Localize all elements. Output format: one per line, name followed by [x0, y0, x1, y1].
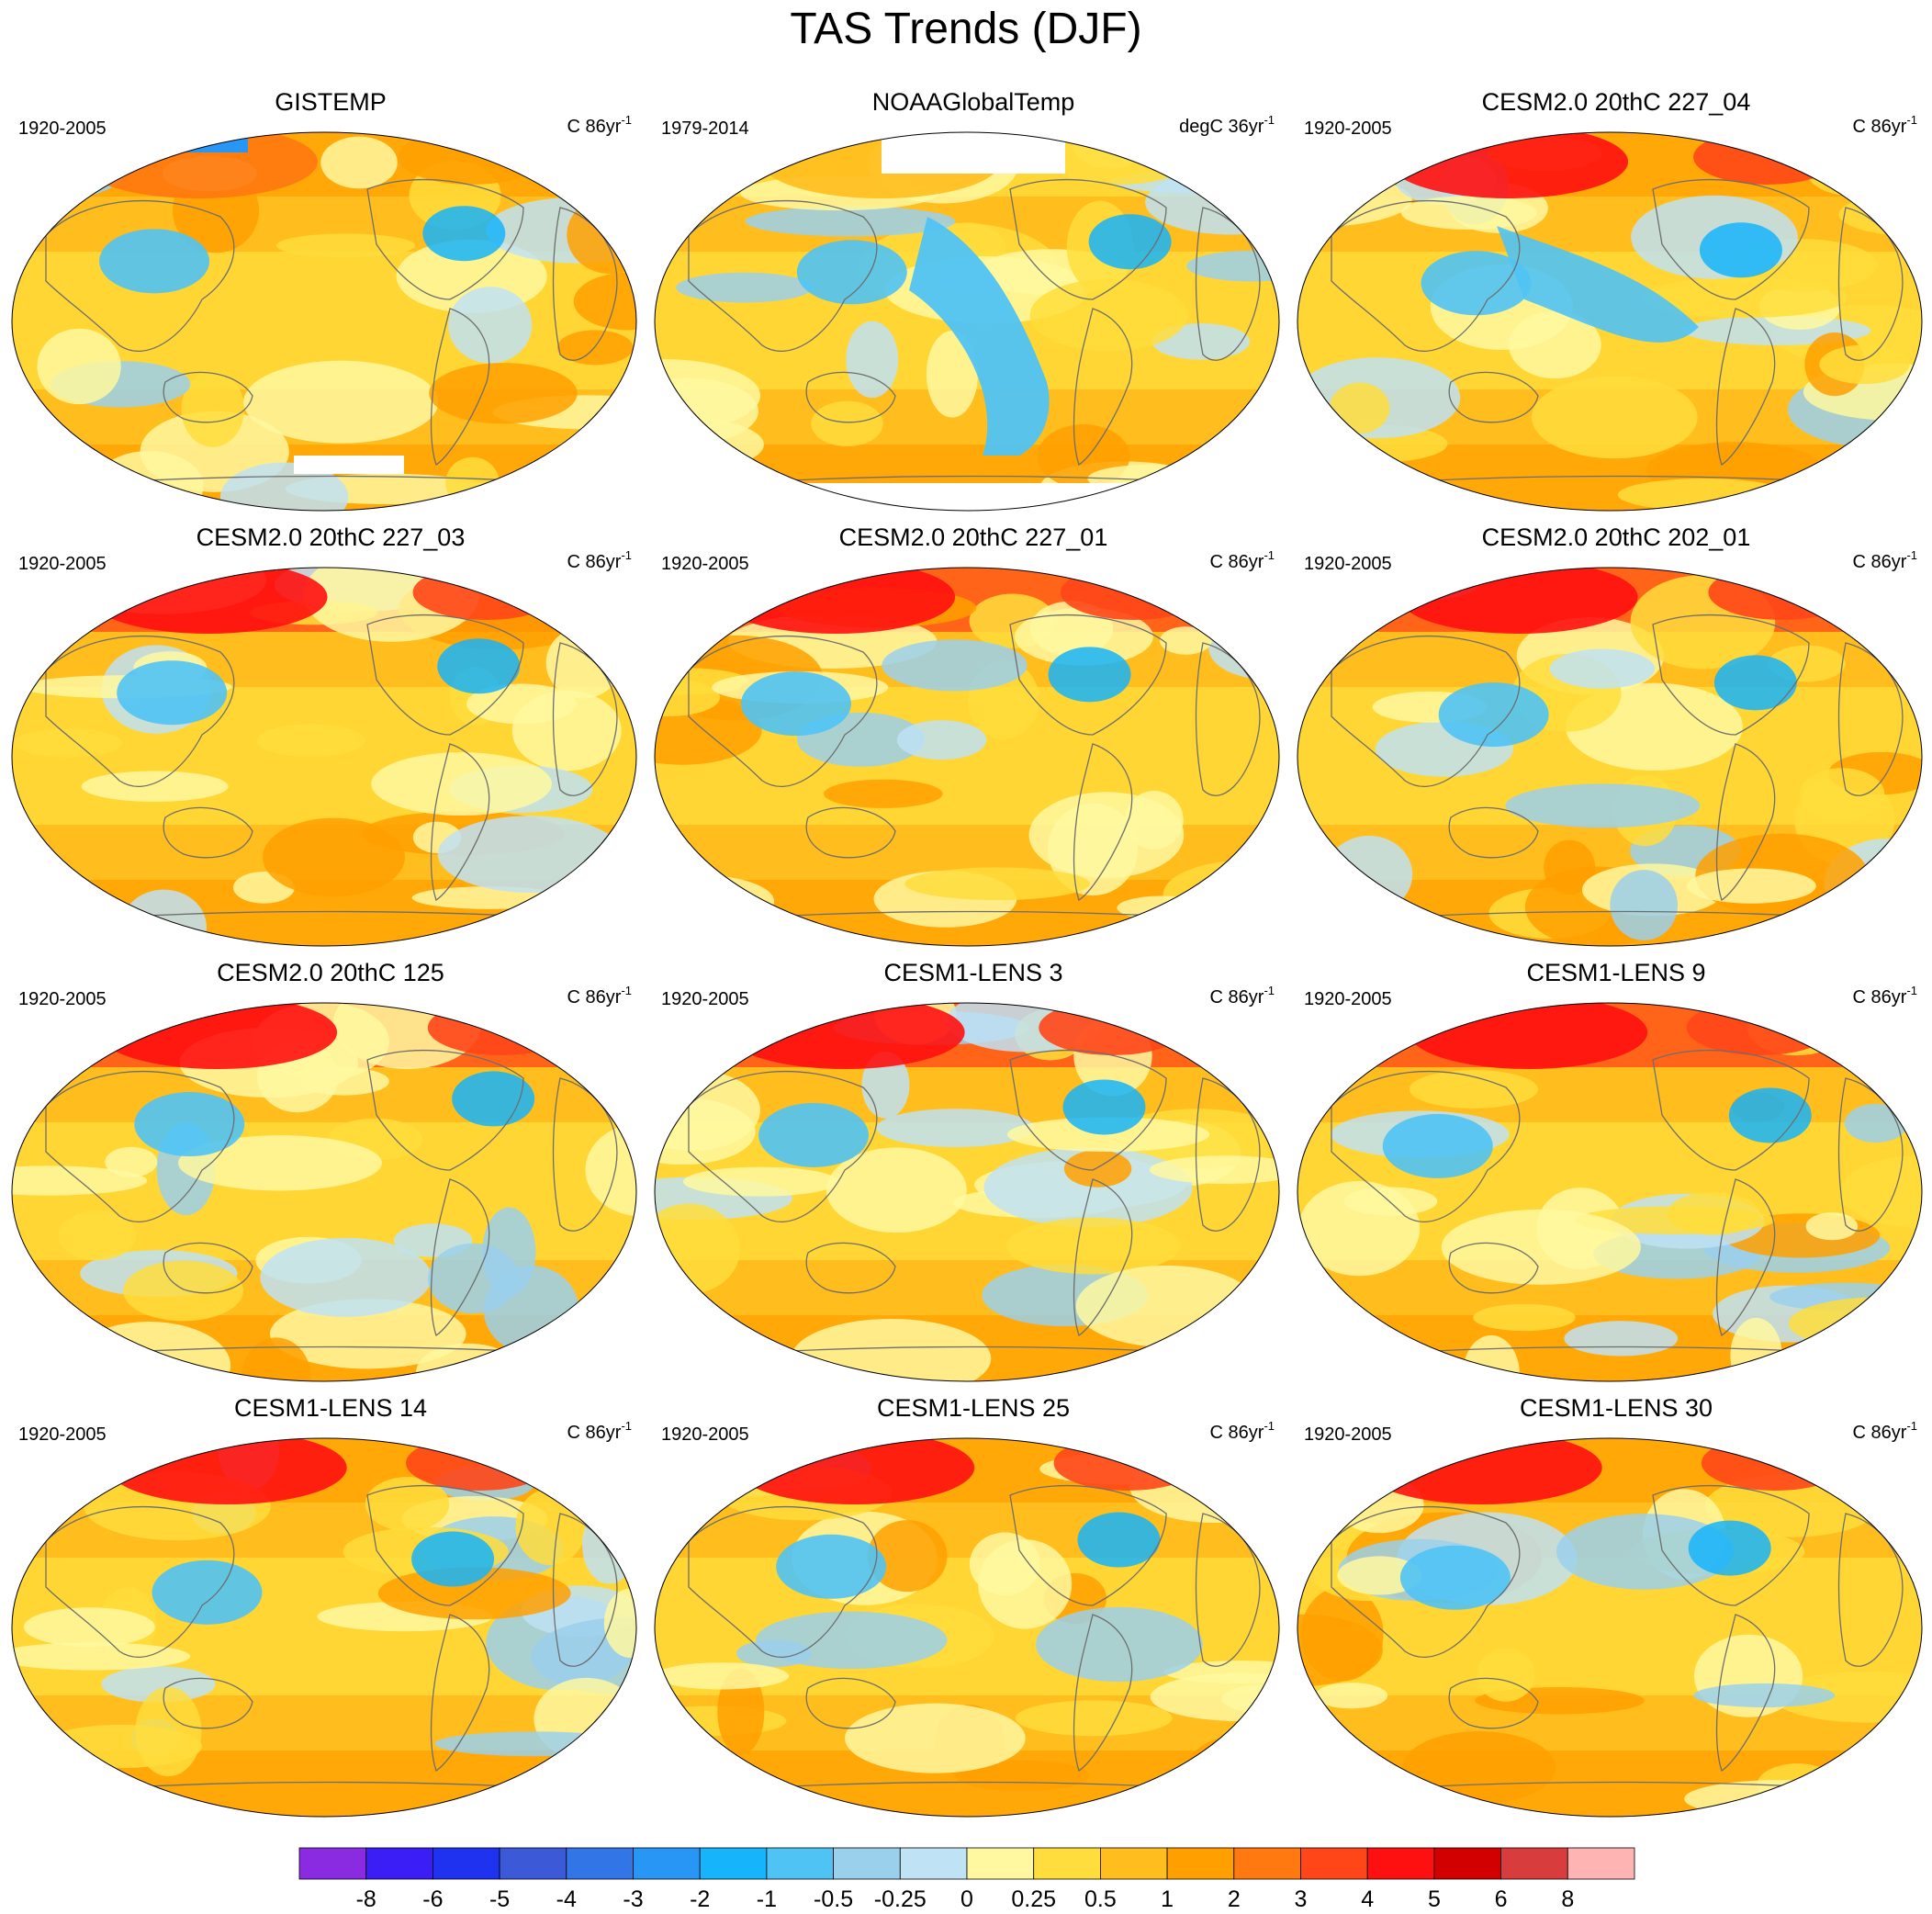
- figure-title: TAS Trends (DJF): [790, 5, 1142, 53]
- map-panel: GISTEMP 1920-2005 C 86yr-1: [9, 88, 652, 520]
- map-plot: [1297, 1002, 1923, 1382]
- map-panel: CESM2.0 20thC 125 1920-2005 C 86yr-1: [9, 959, 652, 1390]
- map-panel: CESM1-LENS 14 1920-2005 C 86yr-1: [9, 1394, 652, 1826]
- panel-units-text: C 86yr: [1852, 552, 1907, 572]
- panel-units: C 86yr-1: [567, 113, 632, 138]
- panel-period: 1920-2005: [18, 118, 107, 139]
- panel-units-text: C 86yr: [1852, 1423, 1907, 1443]
- panel-units-exponent: -1: [1906, 1419, 1917, 1433]
- panel-units-exponent: -1: [1906, 984, 1917, 997]
- panel-units-text: C 86yr: [1209, 552, 1264, 572]
- map-panel: CESM1-LENS 9 1920-2005 C 86yr-1: [1295, 959, 1932, 1390]
- panel-period: 1920-2005: [1304, 989, 1392, 1009]
- map-plot: [1297, 131, 1923, 512]
- panel-title: GISTEMP: [275, 88, 387, 116]
- panel-units-text: C 86yr: [1852, 117, 1907, 137]
- panel-units-text: C 86yr: [567, 117, 622, 137]
- panel-units: C 86yr-1: [1852, 984, 1917, 1008]
- map-panel: CESM2.0 20thC 227_04 1920-2005 C 86yr-1: [1295, 88, 1932, 520]
- map-panel: CESM2.0 20thC 202_01 1920-2005 C 86yr-1: [1295, 524, 1932, 955]
- panel-units-text: C 86yr: [1209, 1423, 1264, 1443]
- map-plot: [654, 567, 1280, 947]
- panel-units: C 86yr-1: [1209, 1419, 1275, 1444]
- panel-units-text: degC 36yr: [1179, 117, 1264, 137]
- panel-period: 1920-2005: [18, 1424, 107, 1445]
- panel-title: CESM1-LENS 3: [883, 959, 1063, 986]
- map-panel: CESM1-LENS 3 1920-2005 C 86yr-1: [652, 959, 1295, 1390]
- panel-units-exponent: -1: [621, 1419, 632, 1433]
- panel-units: C 86yr-1: [1209, 548, 1275, 573]
- panel-units: C 86yr-1: [1852, 1419, 1917, 1444]
- panel-title: CESM1-LENS 9: [1526, 959, 1706, 986]
- map-plot: [11, 131, 637, 512]
- panel-units: C 86yr-1: [1209, 984, 1275, 1008]
- panel-title: CESM1-LENS 14: [233, 1394, 428, 1422]
- panel-units-exponent: -1: [621, 548, 632, 562]
- map-plot: [11, 567, 637, 947]
- panel-period: 1920-2005: [661, 554, 749, 574]
- panel-units-text: C 86yr: [567, 1423, 622, 1443]
- panel-period: 1920-2005: [661, 1424, 749, 1445]
- panel-units-exponent: -1: [1264, 1419, 1275, 1433]
- panel-period: 1920-2005: [1304, 118, 1392, 139]
- panel-title: CESM1-LENS 30: [1519, 1394, 1713, 1422]
- panel-units-text: C 86yr: [567, 552, 622, 572]
- map-plot: [654, 1002, 1280, 1382]
- panel-units-exponent: -1: [621, 984, 632, 997]
- panel-units-text: C 86yr: [567, 987, 622, 1008]
- panel-units: degC 36yr-1: [1179, 113, 1275, 138]
- panel-title: CESM1-LENS 25: [876, 1394, 1071, 1422]
- panel-units: C 86yr-1: [567, 984, 632, 1008]
- panel-units: C 86yr-1: [1852, 548, 1917, 573]
- map-plot: [11, 1002, 637, 1382]
- panel-title: CESM2.0 20thC 227_01: [838, 524, 1108, 551]
- map-plot: [654, 1437, 1280, 1818]
- panel-units-exponent: -1: [1264, 113, 1275, 127]
- map-plot: [11, 1437, 637, 1818]
- panel-units-text: C 86yr: [1852, 987, 1907, 1008]
- panel-units-exponent: -1: [621, 113, 632, 127]
- panel-title: CESM2.0 20thC 227_04: [1481, 88, 1751, 116]
- panel-units: C 86yr-1: [567, 548, 632, 573]
- panel-units-exponent: -1: [1264, 548, 1275, 562]
- map-panel: CESM2.0 20thC 227_03 1920-2005 C 86yr-1: [9, 524, 652, 955]
- panel-period: 1920-2005: [661, 989, 749, 1009]
- map-panel: CESM2.0 20thC 227_01 1920-2005 C 86yr-1: [652, 524, 1295, 955]
- panel-title: CESM2.0 20thC 202_01: [1481, 524, 1751, 551]
- map-plot: [654, 131, 1280, 512]
- panel-units-text: C 86yr: [1209, 987, 1264, 1008]
- map-plot: [1297, 1437, 1923, 1818]
- panel-title: CESM2.0 20thC 125: [217, 959, 444, 986]
- panel-units-exponent: -1: [1906, 113, 1917, 127]
- panel-units: C 86yr-1: [567, 1419, 632, 1444]
- panel-period: 1920-2005: [18, 989, 107, 1009]
- panel-title: NOAAGlobalTemp: [871, 88, 1075, 116]
- panel-units: C 86yr-1: [1852, 113, 1917, 138]
- map-panel: CESM1-LENS 30 1920-2005 C 86yr-1: [1295, 1394, 1932, 1826]
- panel-period: 1920-2005: [1304, 1424, 1392, 1445]
- map-panel: CESM1-LENS 25 1920-2005 C 86yr-1: [652, 1394, 1295, 1826]
- panel-period: 1920-2005: [18, 554, 107, 574]
- panel-period: 1920-2005: [1304, 554, 1392, 574]
- panel-title: CESM2.0 20thC 227_03: [196, 524, 466, 551]
- panel-period: 1979-2014: [661, 118, 749, 139]
- map-panel: NOAAGlobalTemp 1979-2014 degC 36yr-1: [652, 88, 1295, 520]
- panel-units-exponent: -1: [1264, 984, 1275, 997]
- panel-units-exponent: -1: [1906, 548, 1917, 562]
- map-plot: [1297, 567, 1923, 947]
